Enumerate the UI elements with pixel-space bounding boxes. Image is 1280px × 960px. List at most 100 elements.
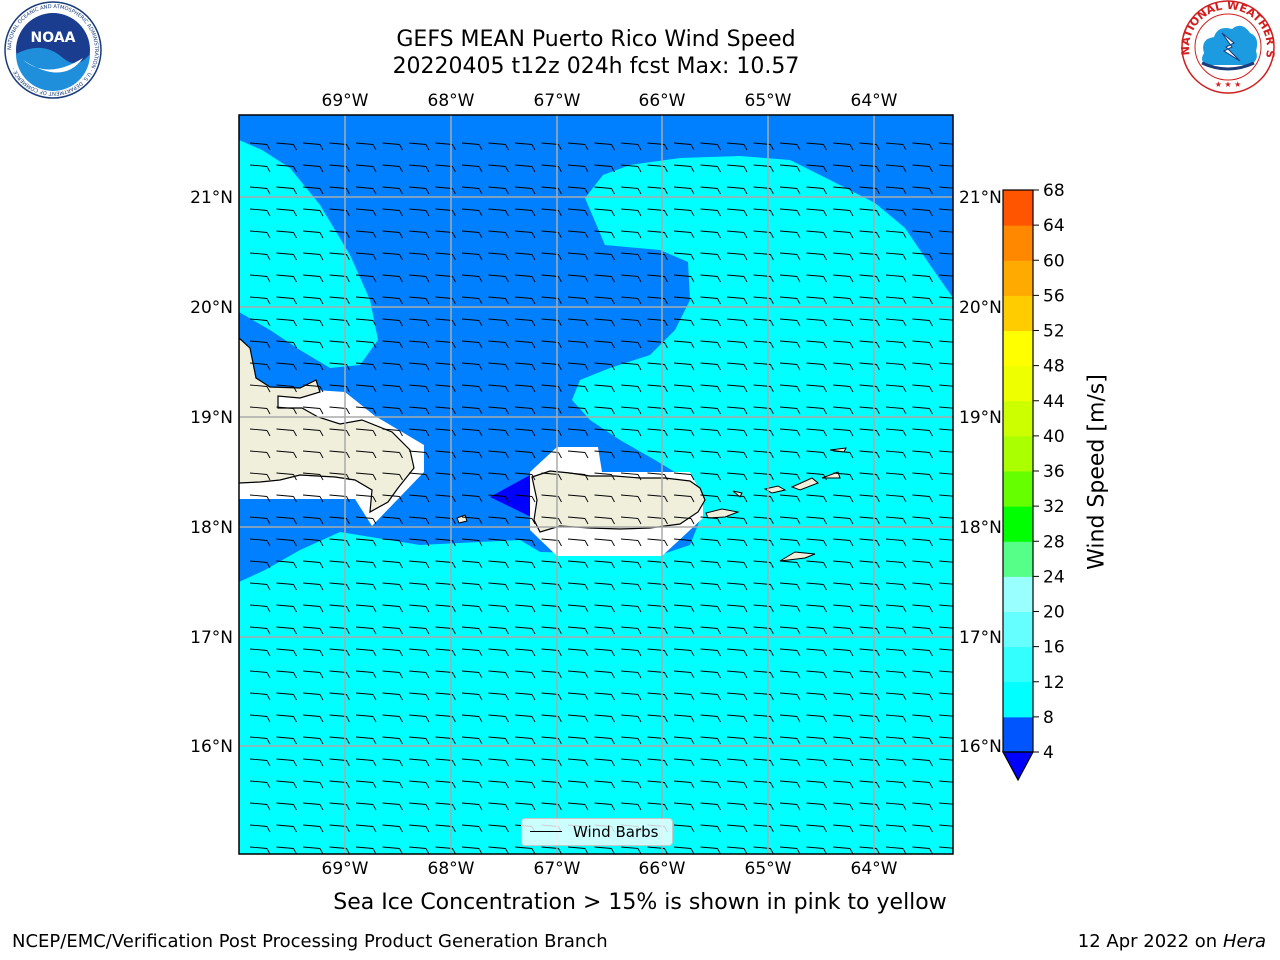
wind-barb [249,714,271,723]
graticule [239,115,953,854]
wind-barb [435,692,456,701]
lon-label-top: 67°W [534,91,581,111]
wind-barb [302,516,324,525]
wind-barb [541,758,562,767]
wind-barb [594,670,615,679]
wind-barb [302,186,324,195]
wind-barb [329,318,350,327]
wind-barb [541,318,562,327]
wind-barb [726,208,748,217]
wind-barb [700,604,721,613]
wind-barb [329,494,350,503]
lon-label-bottom: 64°W [851,859,898,879]
wind-barb [461,362,483,371]
wind-barb [514,362,536,371]
wind-barb [673,406,695,415]
wind-barb [567,186,589,195]
wind-barb [276,780,297,789]
wind-barb [249,428,271,437]
wind-barb [594,582,615,591]
wind-barb [832,208,854,217]
wind-barb [806,604,827,613]
wind-barb [832,274,854,283]
wind-barb [329,736,350,745]
wind-barb [435,736,456,745]
wind-barb [938,582,953,585]
wind-barb [567,736,589,745]
wind-barb [276,340,297,349]
wind-barb [673,362,695,371]
wind-barb [302,230,324,239]
wind-barb [673,604,695,613]
wind-barb [435,186,456,195]
wind-barb [806,230,827,239]
svg-text:★ ★ ★: ★ ★ ★ [1215,80,1242,89]
wind-barb [461,494,483,503]
wind-barb [276,208,297,217]
wind-barb [329,428,350,437]
map-legend: Wind Barbs [521,818,673,846]
wind-barb [329,340,350,349]
wind-barb [302,208,324,217]
wind-barb [408,318,430,327]
wind-barb [514,626,536,635]
wind-barb [329,626,350,635]
wind-barb [355,384,377,393]
wind-barb [435,406,456,415]
wind-barb [355,736,377,745]
wind-barb [700,758,721,767]
wind-barb [249,208,271,217]
wind-barb [541,208,562,217]
wind-barb [673,846,695,854]
wind-barb [726,560,748,569]
wind-barb [408,230,430,239]
wind-barb [700,802,721,811]
wind-barb [382,736,403,745]
wind-barb [276,406,297,415]
wind-barb [885,142,907,151]
wind-barb [355,164,377,173]
wind-barb [832,560,854,569]
wind-barb [726,340,748,349]
wind-barb [673,626,695,635]
wind-barb [567,714,589,723]
wind-barb [885,714,907,723]
wind-barb [276,252,297,261]
colorbar-segment [1003,541,1033,577]
wind-barb [779,318,801,327]
colorbar-segment [1003,506,1033,542]
wind-barb [488,802,509,811]
wind-barb [488,626,509,635]
wind-barb [806,560,827,569]
wind-barb [832,670,854,679]
wind-barb [461,252,483,261]
wind-barb [488,582,509,591]
wind-barb [779,164,801,173]
wind-barb [329,538,350,547]
wind-barb [938,538,953,541]
wind-barb [355,516,377,525]
wind-barb [329,164,350,173]
wind-barb [567,780,589,789]
wind-barb [567,164,589,173]
wind-speed-field [239,115,953,854]
wind-barb [488,824,509,833]
wind-barb [249,780,271,789]
wind-barb [382,318,403,327]
noaa-logo: NOAA NATIONAL OCEANIC AND ATMOSPHERIC AD… [4,1,102,99]
wind-barb [779,230,801,239]
wind-barb [514,296,536,305]
wind-barb [726,142,748,151]
wind-barb [249,450,271,459]
wind-barb [912,208,933,217]
wind-barb [541,714,562,723]
wind-barb [488,560,509,569]
colorbar-segment [1003,225,1033,261]
wind-barb [806,428,827,437]
wind-barb [541,450,562,459]
wind-barb [912,142,933,151]
wind-barb [355,824,377,833]
land-hispaniola [239,337,415,514]
wind-barb [567,318,589,327]
wind-barb [673,802,695,811]
